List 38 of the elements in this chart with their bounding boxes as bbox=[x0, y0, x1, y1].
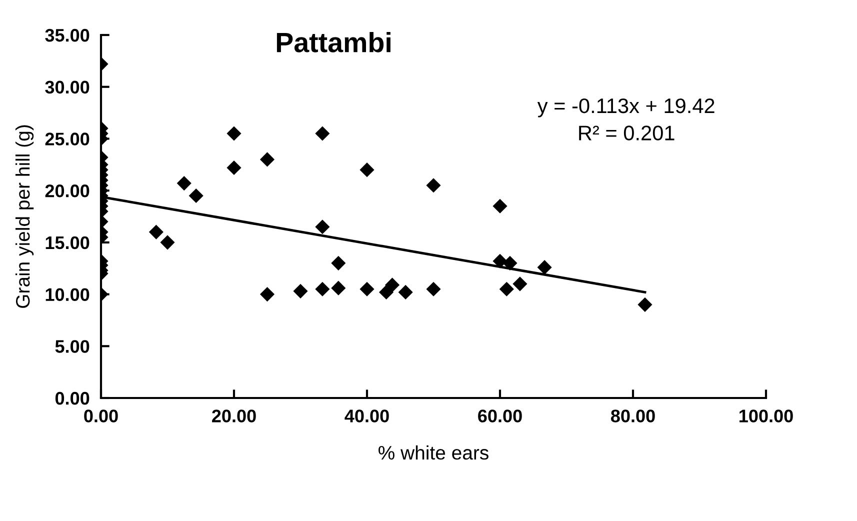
point bbox=[379, 284, 394, 300]
point bbox=[492, 198, 508, 214]
point bbox=[360, 162, 374, 178]
point bbox=[331, 256, 346, 270]
point bbox=[293, 284, 308, 298]
chart-title: Pattambi bbox=[276, 32, 390, 52]
point bbox=[398, 284, 413, 300]
y-tick-label: 15.00 bbox=[46, 236, 90, 250]
point bbox=[512, 276, 528, 292]
x-tick-label: 100.00 bbox=[740, 410, 793, 422]
point bbox=[384, 278, 400, 292]
y-tick-label: 0.00 bbox=[55, 392, 90, 405]
point bbox=[315, 282, 330, 296]
x-axis-title: % white ears bbox=[378, 445, 488, 460]
y-tick-label: 30.00 bbox=[45, 80, 90, 94]
point bbox=[537, 260, 552, 275]
y-tick-label: 5.00 bbox=[55, 340, 90, 353]
y-tick-label: 35.00 bbox=[45, 28, 90, 42]
x-tick-label: 20.00 bbox=[212, 410, 256, 422]
point bbox=[502, 256, 518, 270]
x-tick-label: 60.00 bbox=[478, 410, 522, 422]
y-tick-label: 20.00 bbox=[45, 184, 90, 198]
y-tick-label: 10.00 bbox=[46, 288, 90, 302]
point bbox=[315, 220, 330, 234]
annotation: R² = 0.201 bbox=[579, 126, 674, 140]
x-tick-label: 0.00 bbox=[84, 410, 118, 422]
point bbox=[331, 280, 346, 296]
y-tick-label: 25.00 bbox=[45, 132, 90, 146]
point bbox=[426, 178, 441, 193]
x-tick-label: 40.00 bbox=[344, 410, 389, 422]
point bbox=[315, 126, 330, 141]
point bbox=[360, 282, 374, 296]
annotation: y = -0.113x + 19.42 bbox=[537, 98, 714, 118]
y-axis-title: Grain yield per hill (g) bbox=[15, 125, 34, 308]
point bbox=[426, 282, 441, 296]
point bbox=[492, 254, 508, 268]
point bbox=[499, 282, 514, 296]
x-tick-label: 80.00 bbox=[610, 410, 655, 422]
